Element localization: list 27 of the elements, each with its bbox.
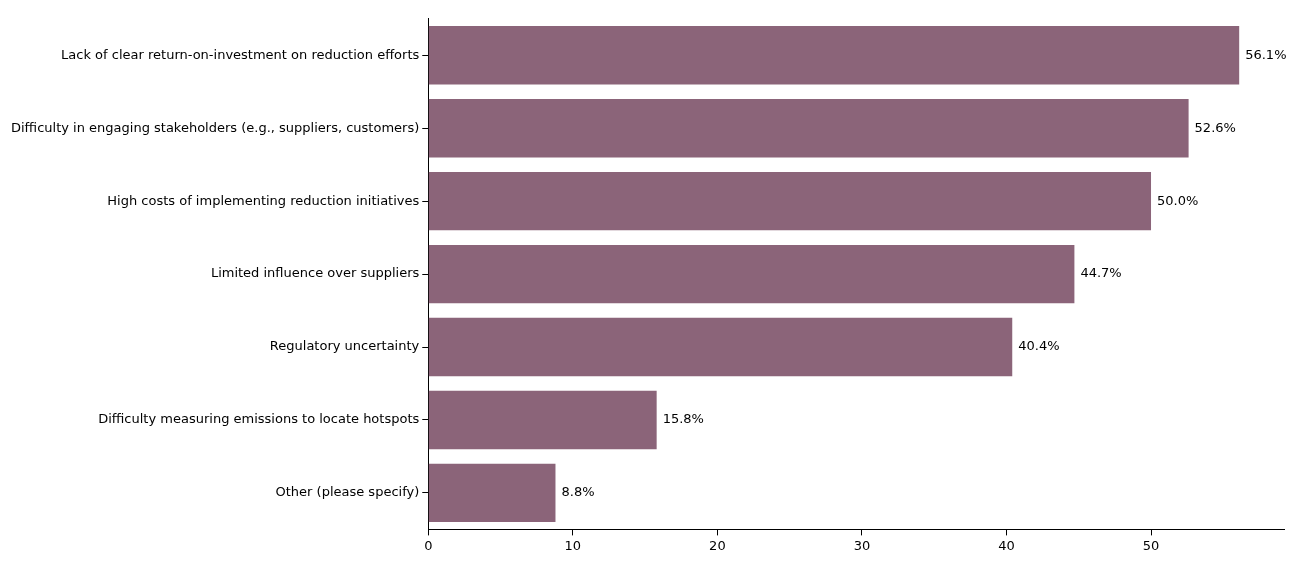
- data-label: 56.1%: [1245, 46, 1287, 62]
- x-tick-label: 0: [424, 537, 433, 553]
- data-label: 52.6%: [1194, 119, 1236, 135]
- y-tick-label: Difficulty measuring emissions to locate hotspots: [98, 411, 420, 427]
- y-tick-label: Regulatory uncertainty: [269, 338, 420, 354]
- bar: [428, 463, 556, 523]
- y-tick-label: High costs of implementing reduction initiatives: [107, 192, 420, 208]
- bar: [428, 99, 1189, 158]
- x-tick-label: 20: [709, 537, 726, 553]
- y-tick-label: Other (please specify): [275, 484, 420, 500]
- bar: [428, 26, 1240, 85]
- x-tick-label: 40: [998, 537, 1015, 553]
- x-tick-label: 50: [1142, 537, 1160, 553]
- data-label: 44.7%: [1080, 265, 1122, 281]
- x-tick-label: 10: [564, 537, 582, 553]
- x-tick-label: 30: [853, 537, 871, 553]
- data-label: 40.4%: [1018, 338, 1060, 354]
- data-label: 8.8%: [561, 484, 595, 500]
- bar: [428, 171, 1152, 231]
- y-tick-label: Limited influence over suppliers: [210, 265, 420, 281]
- data-label: 15.8%: [662, 411, 704, 427]
- bar: [428, 244, 1075, 304]
- y-tick-label: Difficulty in engaging stakeholders (e.g., suppliers, customers): [10, 119, 420, 135]
- bar: [428, 390, 657, 450]
- y-tick-label: Lack of clear return-on-investment on reduction efforts: [61, 46, 420, 62]
- bar: [428, 317, 1013, 377]
- data-label: 50.0%: [1157, 192, 1199, 208]
